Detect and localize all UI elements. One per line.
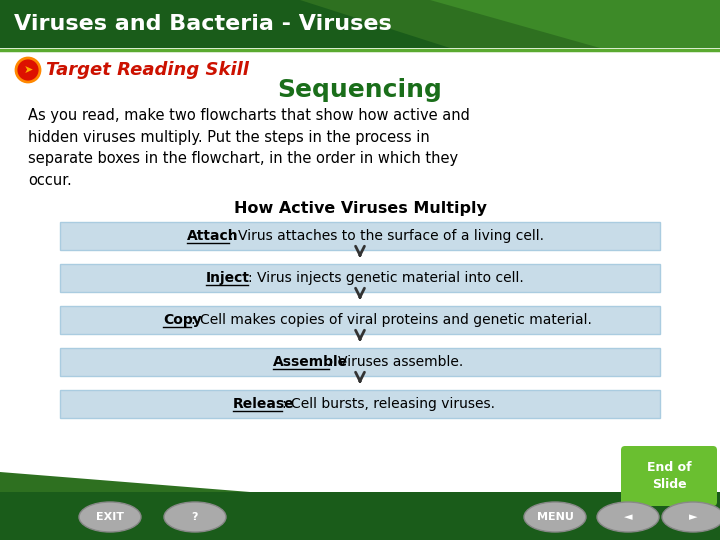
Text: : Viruses assemble.: : Viruses assemble.: [329, 355, 464, 369]
Polygon shape: [0, 472, 250, 492]
FancyBboxPatch shape: [60, 348, 660, 376]
FancyBboxPatch shape: [621, 446, 717, 506]
Text: : Cell makes copies of viral proteins and genetic material.: : Cell makes copies of viral proteins an…: [191, 313, 592, 327]
Text: As you read, make two flowcharts that show how active and
hidden viruses multipl: As you read, make two flowcharts that sh…: [28, 108, 470, 188]
FancyBboxPatch shape: [60, 222, 660, 250]
Polygon shape: [430, 0, 720, 48]
Polygon shape: [300, 0, 720, 48]
FancyBboxPatch shape: [60, 264, 660, 292]
Text: ►: ►: [689, 512, 697, 522]
Circle shape: [16, 58, 40, 82]
Text: MENU: MENU: [536, 512, 573, 522]
FancyBboxPatch shape: [60, 390, 660, 418]
Ellipse shape: [662, 502, 720, 532]
Text: : Virus injects genetic material into cell.: : Virus injects genetic material into ce…: [248, 271, 523, 285]
FancyBboxPatch shape: [0, 492, 720, 540]
Text: ➤: ➤: [23, 65, 32, 75]
Text: : Cell bursts, releasing viruses.: : Cell bursts, releasing viruses.: [282, 397, 495, 411]
Text: Target Reading Skill: Target Reading Skill: [46, 61, 249, 79]
Text: Release: Release: [233, 397, 294, 411]
Text: : Virus attaches to the surface of a living cell.: : Virus attaches to the surface of a liv…: [229, 229, 544, 243]
Text: EXIT: EXIT: [96, 512, 124, 522]
Text: Copy: Copy: [163, 313, 202, 327]
Ellipse shape: [79, 502, 141, 532]
Ellipse shape: [164, 502, 226, 532]
Text: Viruses and Bacteria - Viruses: Viruses and Bacteria - Viruses: [14, 14, 392, 34]
Text: ?: ?: [192, 512, 198, 522]
Ellipse shape: [524, 502, 586, 532]
Text: Assemble: Assemble: [273, 355, 348, 369]
FancyBboxPatch shape: [60, 306, 660, 334]
FancyBboxPatch shape: [0, 0, 720, 48]
Text: End of
Slide: End of Slide: [647, 461, 691, 491]
Text: Inject: Inject: [206, 271, 250, 285]
Ellipse shape: [597, 502, 659, 532]
Text: How Active Viruses Multiply: How Active Viruses Multiply: [233, 200, 487, 215]
Text: Sequencing: Sequencing: [278, 78, 442, 102]
Text: ◄: ◄: [624, 512, 632, 522]
Text: Attach: Attach: [187, 229, 239, 243]
